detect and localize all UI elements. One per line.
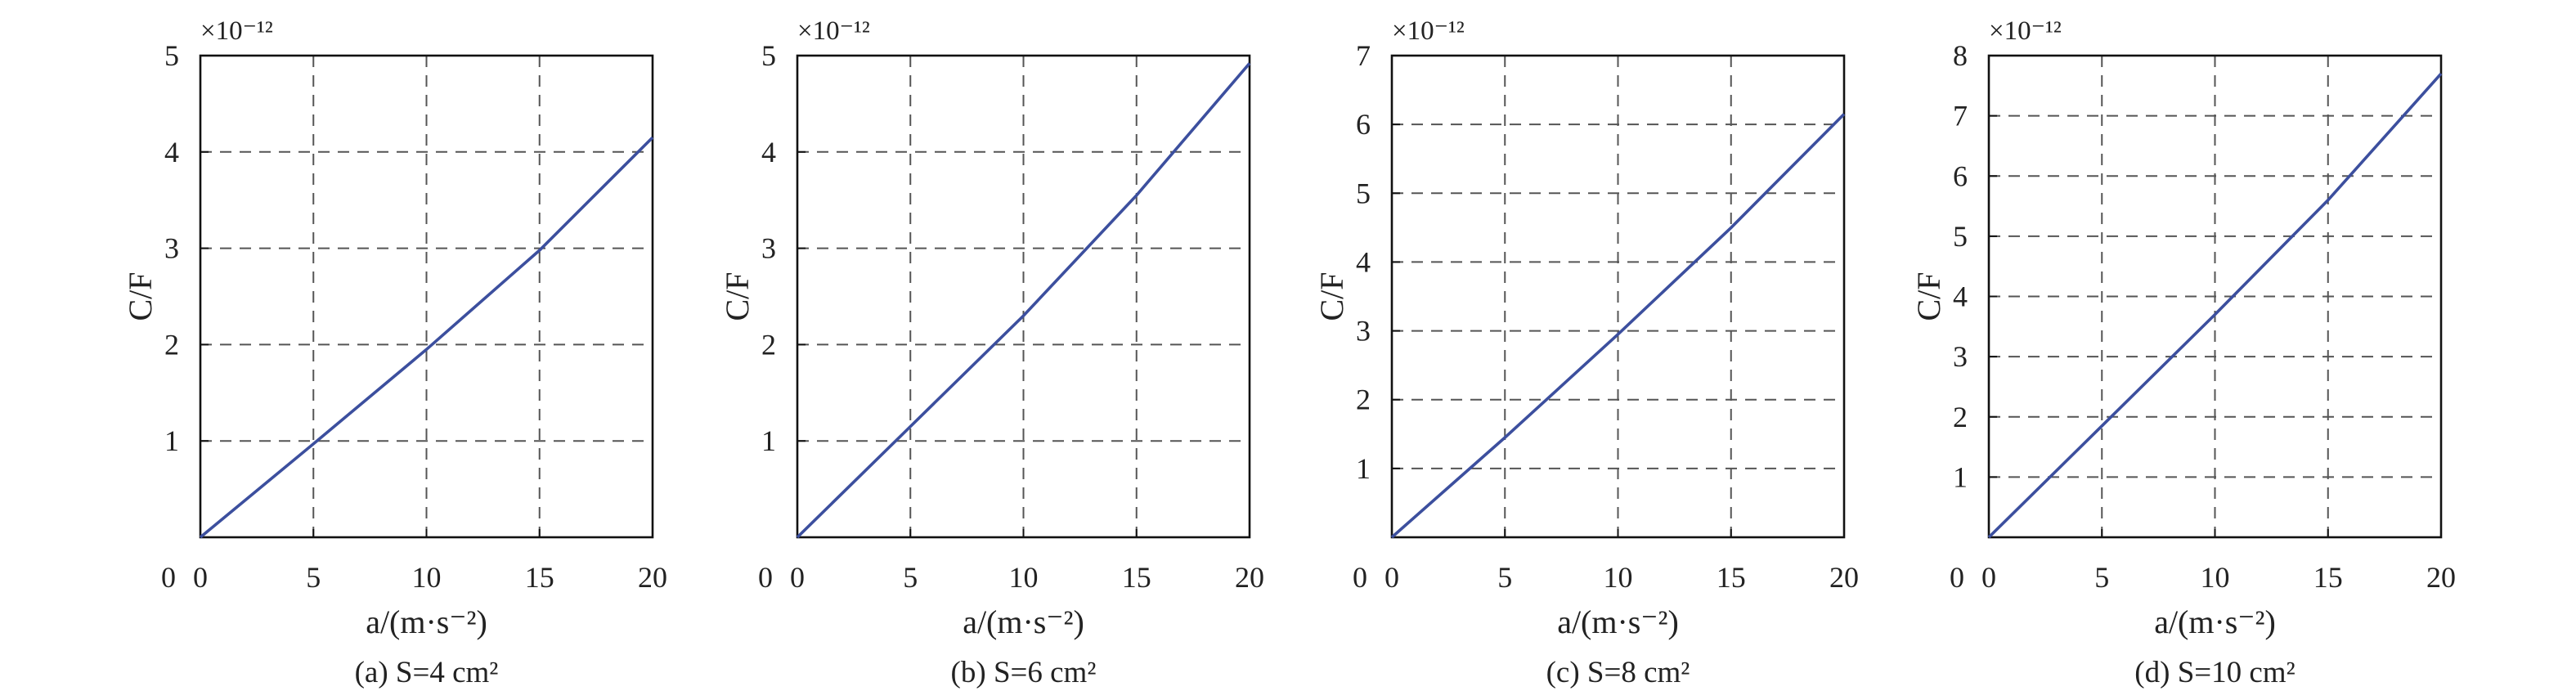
y-tick-label: 4 [164,136,179,168]
x-axis-label: a/(m·s⁻²) [963,604,1084,640]
y-tick-label: 1 [164,424,179,457]
y-tick-label: 5 [1356,177,1371,209]
y-tick-label: 3 [164,232,179,265]
y-origin-label: 0 [1950,561,1964,594]
y-axis-label: C/F [1910,271,1947,321]
series-line [1390,113,1846,539]
x-tick-label: 20 [1829,561,1859,594]
y-tick-label: 4 [1356,245,1371,278]
y-tick-label: 4 [1953,280,1968,313]
x-tick-label: 5 [903,561,918,594]
chart-panel-3: 0 5 10 15 20 0 1 2 3 4 5 6 7 8 ×10⁻¹² C/F a/(m·s⁻²) (d) S… [1910,16,2456,689]
x-tick-label: 0 [1384,561,1399,594]
series-line [796,62,1251,539]
x-tick-label: 15 [1122,561,1151,594]
y-tick-label: 2 [1356,384,1371,416]
x-tick-label: 0 [193,561,208,594]
series-line [199,136,654,539]
x-axis-label: a/(m·s⁻²) [1557,604,1679,640]
y-origin-label: 0 [758,561,773,594]
chart-panel-2: 0 5 10 15 20 0 1 2 3 4 5 6 7 ×10⁻¹² C/F a/(m·s⁻²) (c) S=… [1313,16,1859,689]
x-tick-label: 20 [1235,561,1264,594]
y-axis-label: C/F [719,271,756,321]
chart-panel-1: 0 5 10 15 20 0 1 2 3 4 5 ×10⁻¹² C/F a/(m·s⁻²) (b) S=6 … [719,16,1264,689]
y-tick-label: 3 [1953,340,1968,373]
y-tick-label: 2 [761,328,776,361]
panel-caption: (b) S=6 cm² [951,656,1097,689]
y-tick-label: 5 [761,39,776,72]
y-tick-label: 8 [1953,39,1968,72]
panel-caption: (a) S=4 cm² [355,656,499,689]
y-tick-label: 7 [1953,100,1968,132]
panel-caption: (c) S=8 cm² [1546,656,1690,689]
y-multiplier-label: ×10⁻¹² [797,16,870,46]
x-tick-label: 10 [412,561,442,594]
y-tick-label: 5 [1953,220,1968,253]
x-axis-label: a/(m·s⁻²) [366,604,487,640]
y-axis-label: C/F [122,271,159,321]
series-line [1987,72,2443,539]
y-tick-label: 2 [1953,401,1968,433]
y-tick-label: 3 [1356,315,1371,348]
y-origin-label: 0 [1353,561,1367,594]
y-multiplier-label: ×10⁻¹² [200,16,273,46]
y-tick-label: 6 [1356,108,1371,141]
y-multiplier-label: ×10⁻¹² [1392,16,1465,46]
panel-caption: (d) S=10 cm² [2134,656,2295,689]
y-tick-label: 1 [1356,452,1371,485]
x-tick-label: 5 [2094,561,2109,594]
x-tick-label: 10 [1604,561,1633,594]
x-axis-label: a/(m·s⁻²) [2154,604,2276,640]
x-tick-label: 0 [1981,561,1996,594]
x-tick-label: 0 [790,561,805,594]
y-origin-label: 0 [161,561,176,594]
y-multiplier-label: ×10⁻¹² [1989,16,2062,46]
x-tick-label: 20 [2426,561,2456,594]
x-tick-label: 15 [1717,561,1746,594]
x-tick-label: 15 [525,561,554,594]
y-tick-label: 6 [1953,159,1968,192]
y-tick-label: 7 [1356,39,1371,72]
x-tick-label: 5 [306,561,321,594]
y-tick-label: 1 [1953,460,1968,493]
y-tick-label: 2 [164,328,179,361]
y-tick-label: 4 [761,136,776,168]
x-tick-label: 10 [1009,561,1039,594]
x-tick-label: 20 [638,561,667,594]
x-tick-label: 15 [2313,561,2343,594]
y-tick-label: 5 [164,39,179,72]
y-axis-label: C/F [1313,271,1350,321]
chart-panel-0: 0 5 10 15 20 0 1 2 3 4 5 ×10⁻¹² C/F a/(m·s⁻²) (a) S=4 … [122,16,667,689]
x-tick-label: 5 [1497,561,1512,594]
y-tick-label: 3 [761,232,776,265]
y-tick-label: 1 [761,424,776,457]
x-tick-label: 10 [2201,561,2230,594]
